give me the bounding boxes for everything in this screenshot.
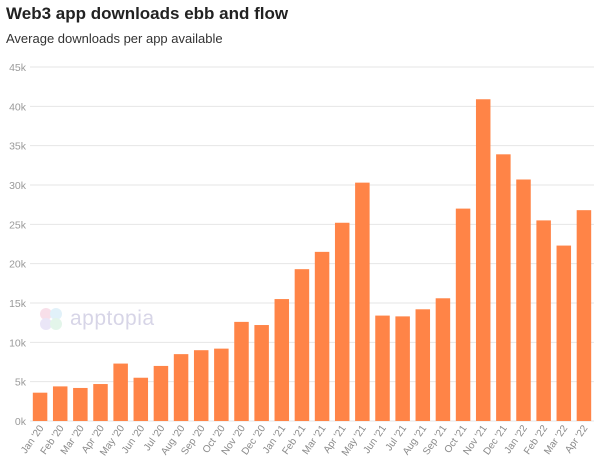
bar [32,392,48,421]
bar [193,350,209,421]
apptopia-logo-icon [40,308,62,330]
bar [475,99,491,422]
watermark-text: apptopia [70,307,155,330]
y-tick-label: 10k [9,337,27,349]
y-tick-label: 45k [9,62,27,74]
bar [496,154,511,421]
bar [375,315,390,421]
y-tick-label: 25k [9,219,27,231]
bar [113,363,128,421]
bar [314,251,330,421]
y-tick-label: 40k [9,101,27,113]
bar [294,269,310,421]
bar [576,210,592,421]
y-tick-label: 0k [15,416,27,428]
bar [536,220,551,421]
y-tick-label: 35k [9,141,27,153]
bar [173,354,189,421]
bar [93,384,108,421]
bar [254,325,269,421]
bar [455,208,471,421]
y-tick-label: 30k [9,180,27,192]
bar [52,386,68,421]
bar [153,365,169,421]
bar [274,299,290,421]
bar [556,245,572,421]
chart-subtitle: Average downloads per app available [6,31,223,46]
apptopia-watermark: apptopia [38,306,155,332]
bar [395,316,410,421]
y-tick-label: 15k [9,298,27,310]
y-tick-label: 20k [9,259,27,271]
bar [516,179,531,421]
y-tick-label: 5k [15,377,27,389]
bar [415,309,431,421]
bar [133,377,149,421]
bar [355,182,370,421]
chart-title: Web3 app downloads ebb and flow [6,4,289,23]
bar [334,222,350,421]
bar [435,298,451,421]
bar [234,321,249,421]
bar [73,387,88,421]
bar [214,348,229,421]
